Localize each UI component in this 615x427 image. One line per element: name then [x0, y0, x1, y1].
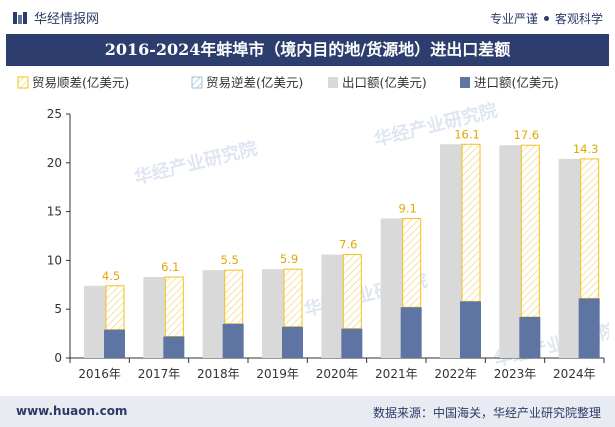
- logo-icon: [13, 11, 27, 24]
- surplus-bar-7: [520, 144, 540, 318]
- legend-item-2: 出口额(亿美元): [328, 75, 427, 90]
- surplus-bar-0: [105, 285, 125, 331]
- y-tick-label-2: 10: [47, 253, 62, 267]
- import-bar-3: [282, 326, 303, 358]
- brand[interactable]: 华经情报网: [12, 8, 99, 27]
- import-bar-1: [163, 336, 185, 358]
- import-bar-4: [341, 328, 363, 358]
- title-bar: 2016-2024年蚌埠市（境内目的地/货源地）进出口差额: [6, 34, 609, 66]
- legend-item-1: 贸易逆差(亿美元): [191, 75, 303, 90]
- surplus-bar-4: [342, 254, 362, 330]
- surplus-bar-2: [224, 269, 244, 325]
- data-source: 数据来源：中国海关，华经产业研究院整理: [372, 406, 601, 420]
- y-tick-label-0: 0: [54, 351, 62, 365]
- x-tick-label-7: 2023年: [494, 367, 537, 381]
- chart-area: 华经产业研究院 华经产业研究院 华经产业研究院 华经产业研究院 贸易顺差(亿美元) 贸易…: [6, 66, 615, 394]
- legend-label-2: 出口额(亿美元): [342, 75, 427, 90]
- y-tick-label-4: 20: [47, 156, 62, 170]
- y-tick-label-5: 25: [47, 107, 62, 121]
- surplus-bar-5: [402, 217, 422, 308]
- watermark-1: 华经产业研究院: [372, 99, 500, 151]
- surplus-label-8: 14.3: [573, 142, 599, 156]
- legend: 贸易顺差(亿美元) 贸易逆差(亿美元) 出口额(亿美元) 进口额(亿美元): [17, 75, 559, 90]
- x-tick-label-6: 2022年: [434, 367, 477, 381]
- legend-item-3: 进口额(亿美元): [460, 75, 559, 90]
- import-bar-7: [519, 317, 541, 358]
- chart-title: 2016-2024年蚌埠市（境内目的地/货源地）进出口差额: [104, 40, 511, 59]
- tagline: 专业严谨 客观科学: [490, 10, 603, 27]
- surplus-label-5: 9.1: [399, 201, 417, 215]
- footer: www.huaon.com 数据来源：中国海关，华经产业研究院整理: [0, 396, 615, 427]
- surplus-label-3: 5.9: [280, 252, 298, 266]
- surplus-label-0: 4.5: [102, 269, 120, 283]
- legend-swatch-3: [460, 77, 470, 88]
- x-tick-label-4: 2020年: [316, 367, 359, 381]
- tagline-right: 客观科学: [554, 12, 603, 26]
- legend-swatch-2: [328, 77, 338, 88]
- top-bar: 华经情报网 专业严谨 客观科学: [0, 0, 615, 34]
- legend-label-1: 贸易逆差(亿美元): [206, 75, 303, 90]
- x-tick-label-0: 2016年: [78, 367, 121, 381]
- surplus-bar-6: [461, 143, 481, 302]
- legend-label-0: 贸易顺差(亿美元): [32, 75, 129, 90]
- surplus-label-1: 6.1: [161, 260, 179, 274]
- import-bar-2: [222, 323, 244, 358]
- x-tick-label-3: 2019年: [256, 367, 299, 381]
- y-tick-label-3: 15: [47, 205, 62, 219]
- surplus-bar-1: [164, 276, 184, 338]
- surplus-label-4: 7.6: [339, 238, 357, 252]
- tagline-left: 专业严谨: [489, 12, 538, 26]
- x-tick-label-2: 2018年: [197, 367, 240, 381]
- legend-label-3: 进口额(亿美元): [474, 75, 559, 90]
- watermark-0: 华经产业研究院: [132, 137, 260, 189]
- legend-swatch-1: [191, 76, 203, 89]
- x-tick-label-8: 2024年: [553, 367, 596, 381]
- x-tick-label-5: 2021年: [375, 367, 418, 381]
- bars: [84, 143, 600, 358]
- dot-separator: [543, 16, 549, 21]
- surplus-label-7: 17.6: [514, 128, 540, 142]
- import-bar-5: [400, 307, 422, 358]
- y-tick-label-1: 5: [54, 302, 62, 316]
- import-bar-6: [460, 301, 481, 358]
- legend-item-0: 贸易顺差(亿美元): [17, 75, 129, 90]
- import-bar-0: [104, 329, 125, 358]
- legend-swatch-0: [17, 76, 29, 89]
- brand-name: 华经情报网: [34, 12, 100, 27]
- data-labels: 4.5 6.1 5.5 5.9 7.6 9.1 16.1 17.6 14.3: [102, 127, 599, 283]
- website-link[interactable]: www.huaon.com: [16, 404, 128, 418]
- surplus-bar-8: [580, 158, 600, 299]
- import-bar-8: [578, 298, 600, 358]
- x-tick-label-1: 2017年: [138, 367, 181, 381]
- surplus-label-6: 16.1: [454, 127, 480, 141]
- surplus-label-2: 5.5: [221, 253, 239, 267]
- surplus-bar-3: [283, 268, 303, 328]
